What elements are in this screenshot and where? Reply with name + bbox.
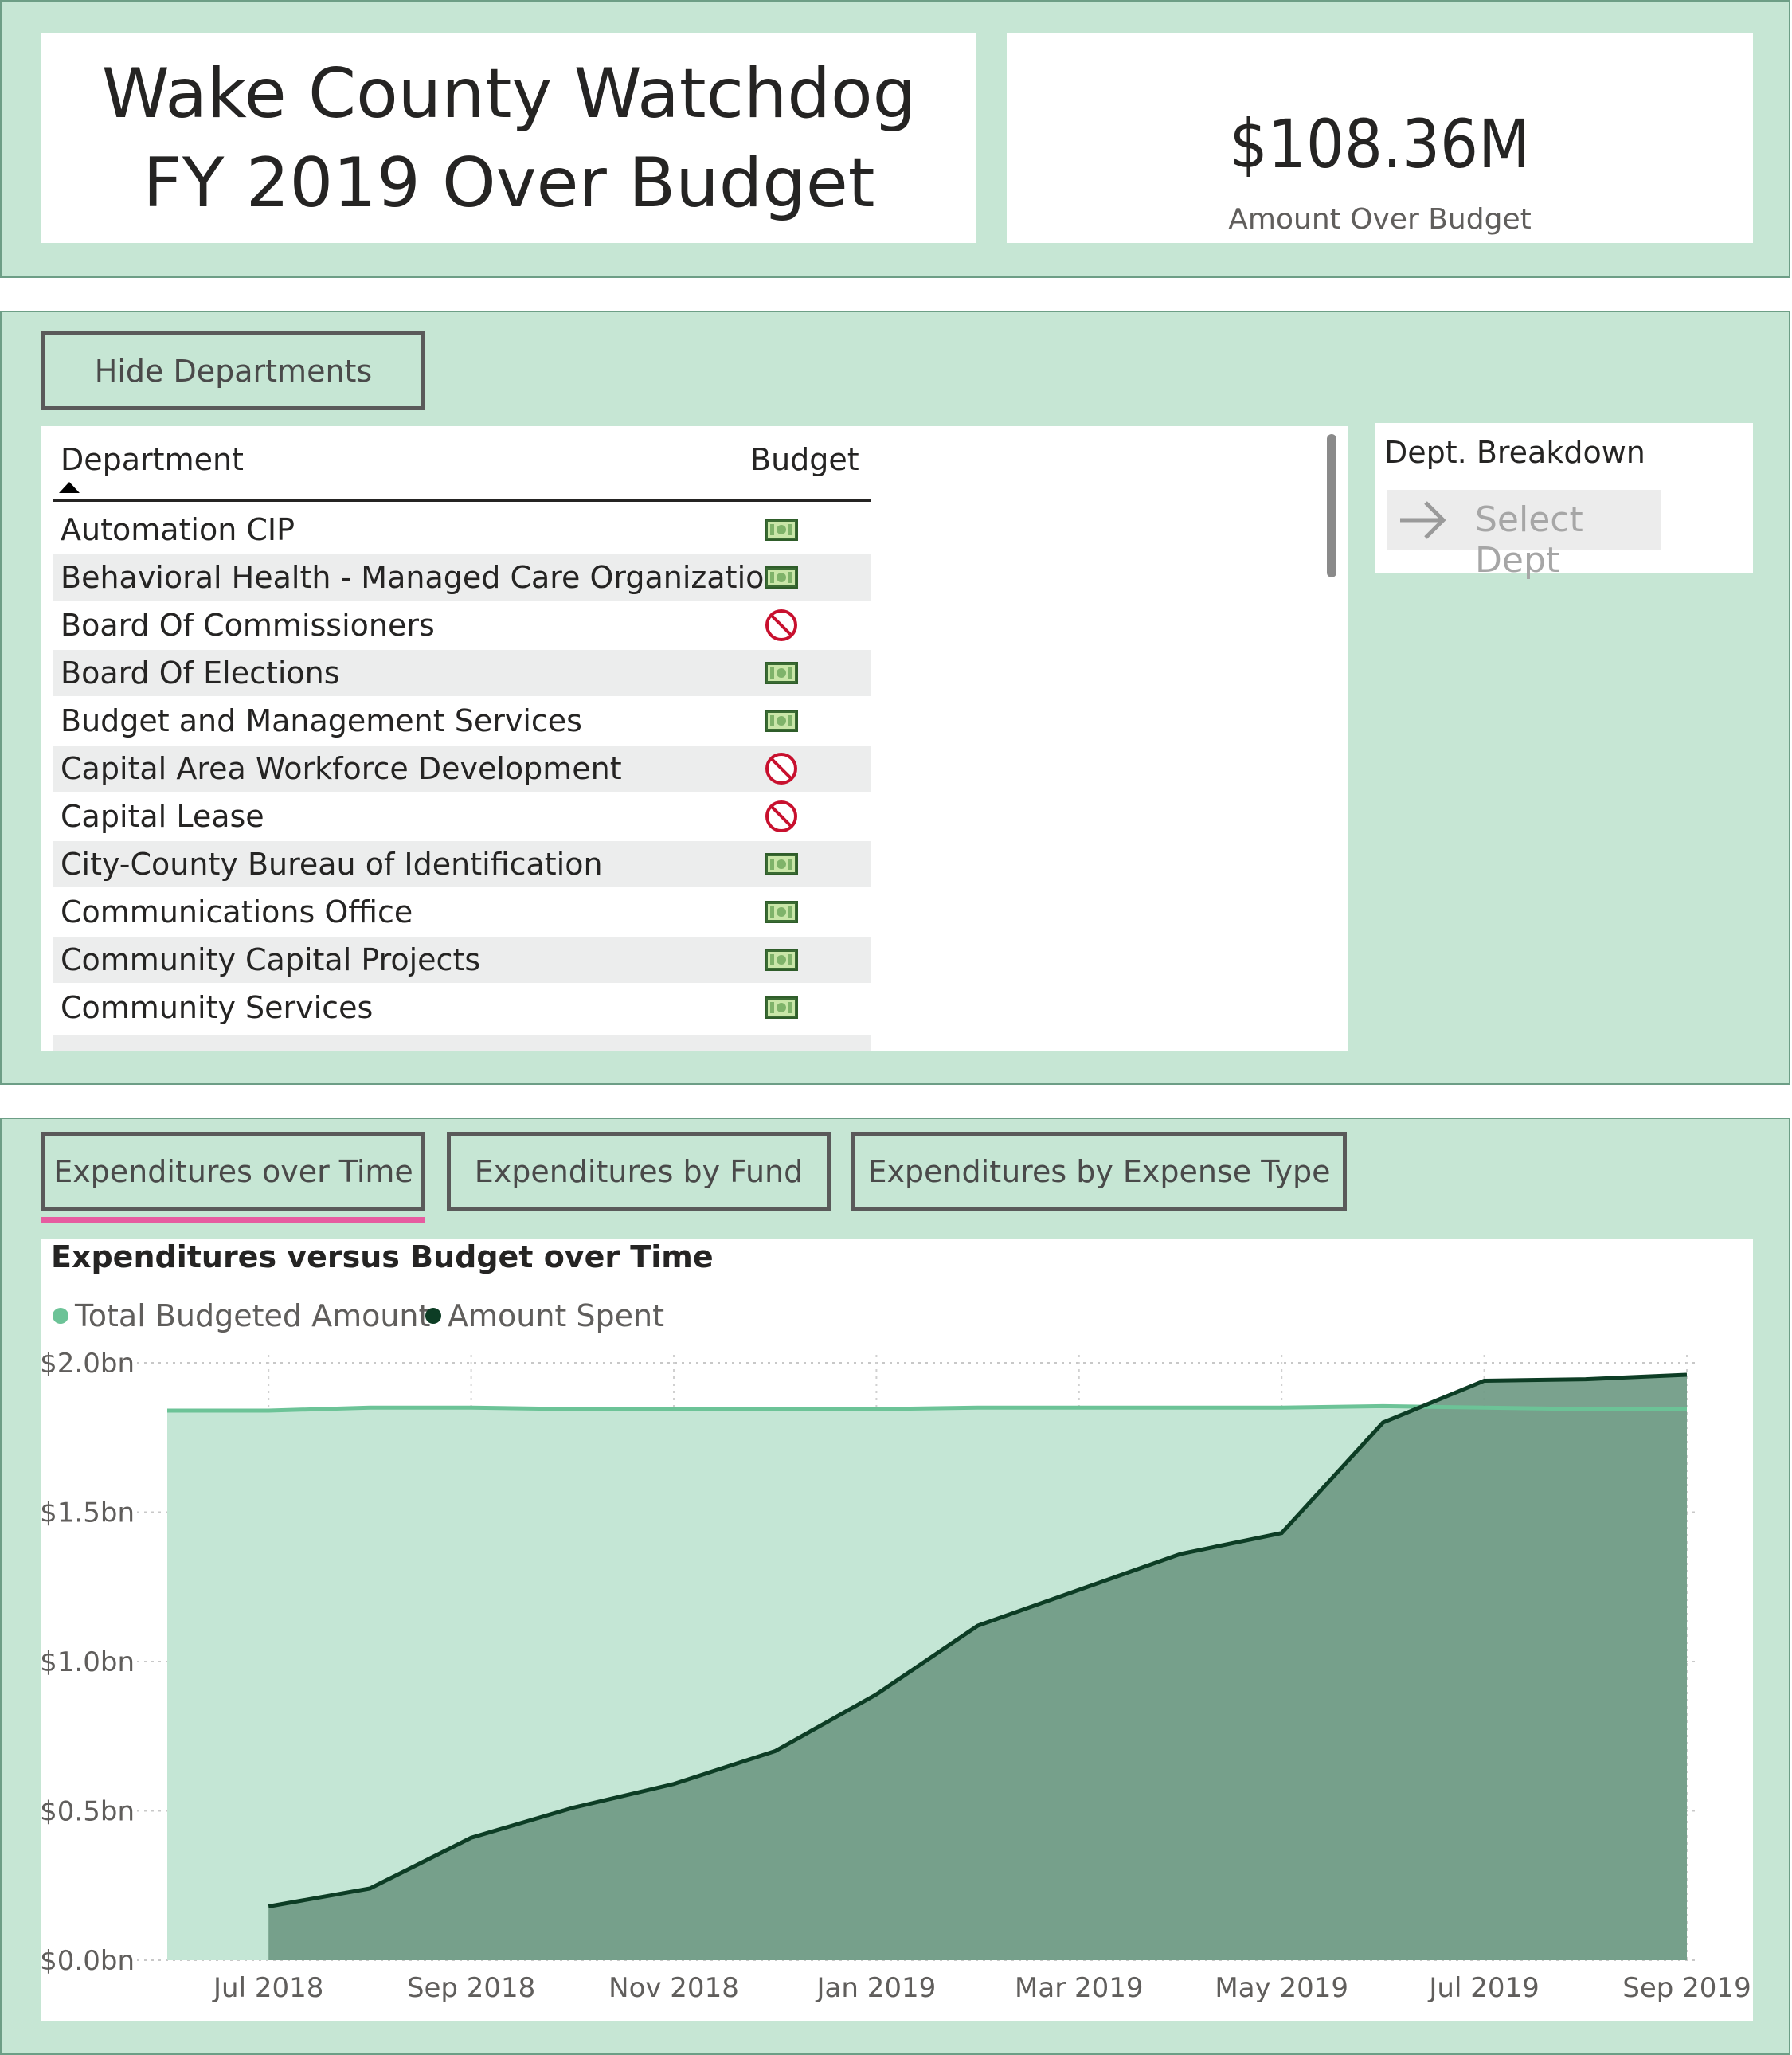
- department-name: Capital Area Workforce Development: [61, 751, 622, 786]
- chart-card: Expenditures versus Budget over Time Tot…: [41, 1239, 1753, 2021]
- chart-title: Expenditures versus Budget over Time: [51, 1239, 714, 1274]
- money-icon: [764, 851, 799, 878]
- table-row[interactable]: Community Services: [53, 984, 871, 1031]
- money-icon: [764, 564, 799, 591]
- select-dept-label: Select Dept: [1475, 499, 1583, 581]
- money-icon: [764, 660, 799, 687]
- x-tick-label: Jan 2019: [816, 1972, 937, 2004]
- title-card: Wake County Watchdog FY 2019 Over Budget: [41, 33, 976, 243]
- scrollbar[interactable]: [1327, 434, 1336, 577]
- area-chart: $0.0bn $0.5bn $1.0bn $1.5bn $2.0bn Jul 2018 Se…: [41, 1348, 1751, 2004]
- department-name: Budget and Management Services: [61, 703, 582, 738]
- legend-spent-marker: [425, 1308, 441, 1324]
- table-row[interactable]: City-County Bureau of Identification: [53, 841, 871, 887]
- money-icon: [764, 946, 799, 973]
- breakdown-title: Dept. Breakdown: [1384, 435, 1645, 470]
- department-name: Automation CIP: [61, 512, 295, 547]
- column-header-department[interactable]: Department: [61, 442, 244, 477]
- x-tick-label: Jul 2019: [1427, 1972, 1539, 2004]
- prohibited-icon: [764, 609, 799, 641]
- hide-departments-button[interactable]: Hide Departments: [41, 331, 425, 410]
- department-name: Community Services: [61, 990, 374, 1025]
- x-tick-label: May 2019: [1215, 1972, 1348, 2004]
- x-tick-label: Mar 2019: [1015, 1972, 1143, 2004]
- department-name: Community Capital Projects: [61, 942, 481, 977]
- money-icon: [764, 898, 799, 926]
- table-row[interactable]: Board Of Elections: [53, 650, 871, 696]
- column-header-budget[interactable]: Budget: [750, 442, 859, 477]
- x-tick-label: Jul 2018: [212, 1972, 323, 2004]
- y-tick-label: $2.0bn: [41, 1348, 135, 1380]
- y-tick-label: $1.5bn: [41, 1497, 135, 1529]
- table-row[interactable]: Automation CIP: [53, 507, 871, 553]
- x-tick-label: Nov 2018: [608, 1972, 739, 2004]
- x-tick-label: Sep 2019: [1622, 1972, 1751, 2004]
- prohibited-icon: [764, 753, 799, 785]
- dept-breakdown-card: Dept. Breakdown Select Dept: [1375, 423, 1753, 581]
- tab-expenditures-by-fund[interactable]: Expenditures by Fund: [447, 1132, 831, 1211]
- y-tick-label: $0.0bn: [41, 1945, 135, 1977]
- table-cutoff-row: [53, 1035, 871, 1051]
- legend-spent-label: Amount Spent: [448, 1298, 665, 1333]
- legend-budget[interactable]: Total Budgeted Amount: [53, 1298, 430, 1333]
- money-icon: [764, 516, 799, 543]
- department-table: Department Budget Automation CIP Behavior…: [41, 426, 1348, 1051]
- department-name: Board Of Commissioners: [61, 608, 435, 643]
- table-row[interactable]: Board Of Commissioners: [53, 602, 871, 648]
- prohibited-icon: [764, 800, 799, 832]
- page-title: Wake County Watchdog: [101, 53, 917, 134]
- y-tick-label: $1.0bn: [41, 1646, 135, 1678]
- department-name: Capital Lease: [61, 799, 264, 834]
- spent-line: [268, 1372, 1688, 1908]
- sort-ascending-icon: [59, 482, 80, 493]
- tab-expenditures-by-expense-type[interactable]: Expenditures by Expense Type: [851, 1132, 1347, 1211]
- department-name: Board Of Elections: [61, 656, 340, 691]
- x-tick-label: Sep 2018: [407, 1972, 535, 2004]
- table-row[interactable]: Communications Office: [53, 889, 871, 935]
- money-icon: [764, 994, 799, 1021]
- kpi-card: $108.36M Amount Over Budget: [1007, 33, 1753, 243]
- kpi-label: Amount Over Budget: [1228, 203, 1532, 236]
- legend-spent[interactable]: Amount Spent: [425, 1298, 664, 1333]
- y-tick-label: $0.5bn: [41, 1796, 135, 1828]
- spent-area: [268, 1375, 1688, 1960]
- budget-line: [167, 1403, 1687, 1413]
- department-name: Behavioral Health - Managed Care Organiz…: [61, 560, 784, 595]
- table-row[interactable]: Behavioral Health - Managed Care Organiz…: [53, 554, 871, 601]
- legend-budget-label: Total Budgeted Amount: [75, 1298, 431, 1333]
- kpi-value: $108.36M: [1229, 105, 1531, 183]
- page-subtitle: FY 2019 Over Budget: [143, 143, 875, 223]
- tab-expenditures-over-time[interactable]: Expenditures over Time: [41, 1132, 425, 1211]
- legend-budget-marker: [53, 1308, 68, 1324]
- active-tab-underline: [41, 1217, 425, 1223]
- department-name: City-County Bureau of Identification: [61, 847, 603, 882]
- table-row[interactable]: Budget and Management Services: [53, 698, 871, 744]
- department-name: Communications Office: [61, 894, 413, 930]
- header-divider: [53, 499, 871, 502]
- table-row[interactable]: Capital Area Workforce Development: [53, 746, 871, 792]
- table-row[interactable]: Community Capital Projects: [53, 937, 871, 983]
- money-icon: [764, 707, 799, 734]
- select-dept-button[interactable]: Select Dept: [1387, 490, 1661, 581]
- table-row[interactable]: Capital Lease: [53, 793, 871, 840]
- arrow-right-icon: [1400, 501, 1446, 539]
